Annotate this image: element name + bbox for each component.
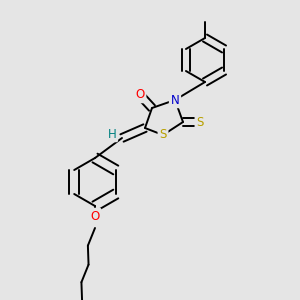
Text: O: O [90,209,100,223]
Text: S: S [159,128,167,142]
Text: H: H [108,128,116,140]
Text: O: O [135,88,145,101]
Text: N: N [171,94,179,106]
Text: S: S [196,116,204,128]
